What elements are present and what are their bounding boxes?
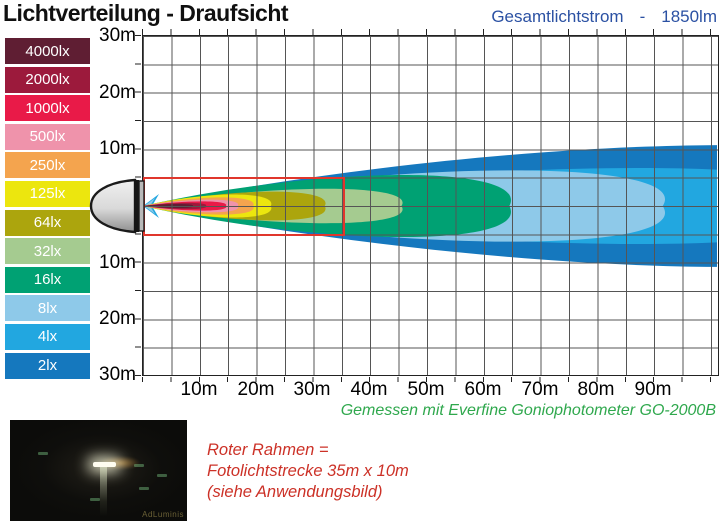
lamp-icon [88, 178, 148, 234]
legend-item: 4000lx [5, 38, 90, 64]
legend-item-label: 8lx [37, 299, 58, 317]
legend-item-label: 500lx [29, 128, 66, 146]
x-axis-tick-label: 60m [464, 379, 502, 400]
legend-item-label: 16lx [33, 271, 62, 289]
photo-floor-reflection [100, 467, 108, 516]
total-luminous-flux: Gesamtlichtstrom - 1850lm [491, 7, 717, 27]
x-axis-tick-label: 10m [180, 379, 218, 400]
x-axis-tick-label: 20m [237, 379, 275, 400]
x-axis-tick-label: 40m [350, 379, 388, 400]
application-photo: AdLuminis [10, 420, 187, 521]
legend-item-label: 32lx [33, 242, 62, 260]
legend-item-label: 2000lx [25, 71, 70, 89]
y-axis-tick-label: 10m [99, 252, 136, 273]
legend-item: 1000lx [5, 95, 90, 122]
photo-watermark: AdLuminis [142, 510, 184, 519]
legend-item: 500lx [5, 123, 90, 150]
y-axis-tick-label: 30m [99, 25, 136, 46]
photo-marker [133, 464, 144, 468]
legend-item: 16lx [5, 266, 90, 293]
legend-item-label: 125lx [29, 185, 66, 203]
total-flux-value: 1850lm [661, 7, 717, 26]
legend-item: 2000lx [5, 66, 90, 93]
x-axis-tick-label: 90m [634, 379, 672, 400]
red-frame-note-line: (siehe Anwendungsbild) [207, 483, 383, 501]
photo-marker [139, 486, 150, 490]
photo-marker [89, 497, 100, 501]
legend-item-label: 250lx [29, 156, 66, 174]
photo-marker [156, 473, 167, 477]
legend-item: 125lx [5, 180, 90, 207]
total-flux-dash: - [639, 7, 646, 26]
legend-item-label: 1000lx [25, 99, 70, 117]
x-axis-ticks [142, 377, 719, 382]
isolux-legend: 4000lx 2000lx 1000lx 500lx 250lx 125lx 6… [5, 38, 90, 379]
x-axis-tick-label: 70m [521, 379, 559, 400]
measurement-caption: Gemessen mit Everfine Goniophotometer GO… [340, 402, 716, 419]
page-title: Lichtverteilung - Draufsicht [3, 0, 289, 26]
legend-item: 2lx [5, 352, 90, 379]
photo-light-bar [93, 462, 117, 468]
isolux-chart [142, 35, 719, 376]
legend-item: 4lx [5, 323, 90, 350]
y-axis-tick-label: 10m [99, 138, 136, 159]
legend-item-label: 4lx [37, 328, 58, 346]
x-axis-tick-label: 50m [407, 379, 445, 400]
legend-item-label: 4000lx [25, 42, 70, 60]
red-frame-note-line: Fotolichtstrecke 35m x 10m [207, 462, 409, 480]
y-axis-tick-label: 30m [99, 364, 136, 385]
legend-item: 32lx [5, 238, 90, 265]
legend-item: 250lx [5, 152, 90, 179]
x-axis-tick-label: 30m [293, 379, 331, 400]
photo-corridor-shading [10, 420, 187, 521]
isolux-contours-svg [143, 145, 717, 267]
legend-item: 8lx [5, 295, 90, 322]
x-axis-top-ticks [142, 29, 719, 35]
total-flux-label: Gesamtlichtstrom [491, 7, 624, 26]
photo-marker [38, 452, 49, 456]
legend-item-label: 2lx [37, 357, 58, 375]
red-frame-note-line: Roter Rahmen = [207, 441, 329, 459]
y-axis-tick-label: 20m [99, 82, 136, 103]
legend-item: 64lx [5, 209, 90, 236]
y-axis-tick-label: 20m [99, 308, 136, 329]
x-axis-tick-label: 80m [577, 379, 615, 400]
red-frame-note: Roter Rahmen = Fotolichtstrecke 35m x 10… [207, 440, 409, 503]
legend-item-label: 64lx [33, 214, 62, 232]
